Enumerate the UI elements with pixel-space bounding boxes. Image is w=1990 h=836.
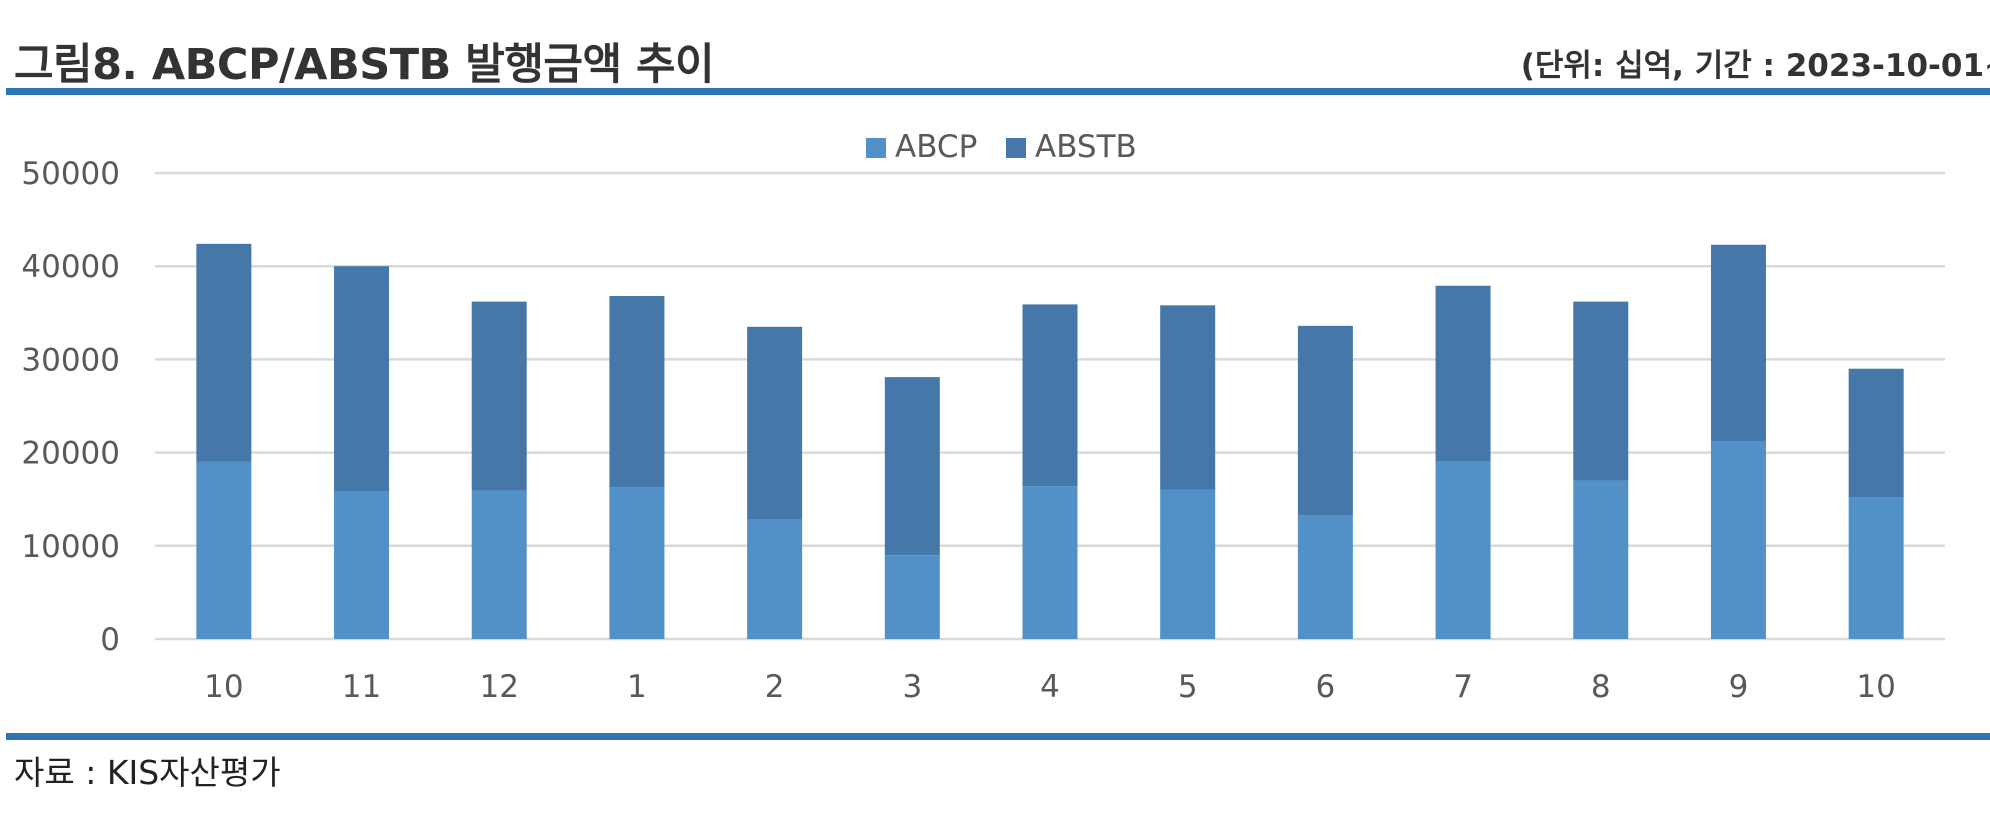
y-tick-label: 10000 bbox=[21, 529, 120, 565]
x-tick-label: 2 bbox=[765, 669, 785, 705]
x-tick-label: 12 bbox=[480, 669, 519, 705]
bar-abcp-0 bbox=[196, 461, 252, 639]
bar-abcp-8 bbox=[1297, 515, 1353, 639]
bar-abcp-12 bbox=[1848, 497, 1904, 639]
x-tick-label: 10 bbox=[1856, 669, 1895, 705]
y-tick-label: 20000 bbox=[21, 436, 120, 472]
legend-swatch-abcp bbox=[866, 138, 886, 158]
x-tick-label: 5 bbox=[1178, 669, 1198, 705]
x-tick-label: 8 bbox=[1591, 669, 1611, 705]
x-tick-label: 1 bbox=[627, 669, 647, 705]
bar-abstb-4 bbox=[747, 326, 803, 520]
bar-abcp-6 bbox=[1022, 486, 1078, 639]
y-axis-ticks: 0 10000 20000 30000 40000 50000 bbox=[21, 156, 120, 658]
x-tick-label: 11 bbox=[342, 669, 381, 705]
bar-abcp-3 bbox=[609, 487, 665, 639]
unit-note: (단위: 십억, 기간 : 2023-10-01~ bbox=[1520, 48, 1990, 84]
source-note: 자료 : KIS자산평가 bbox=[14, 753, 281, 792]
bar-abcp-11 bbox=[1710, 441, 1766, 639]
legend-label-abcp: ABCP bbox=[895, 129, 977, 165]
x-tick-label: 6 bbox=[1316, 669, 1336, 705]
bar-abcp-7 bbox=[1160, 489, 1216, 639]
bar-abstb-0 bbox=[196, 243, 252, 462]
x-tick-label: 10 bbox=[204, 669, 243, 705]
x-tick-label: 3 bbox=[902, 669, 922, 705]
bars bbox=[196, 243, 1904, 639]
legend: ABCP ABSTB bbox=[866, 129, 1137, 165]
x-axis-ticks: 10 11 12 1 2 3 4 5 6 7 8 9 10 bbox=[204, 669, 1896, 705]
x-tick-label: 9 bbox=[1729, 669, 1749, 705]
bar-abcp-10 bbox=[1573, 480, 1629, 639]
bar-abcp-1 bbox=[334, 491, 390, 639]
y-tick-label: 50000 bbox=[21, 156, 120, 192]
bar-abstb-12 bbox=[1848, 368, 1904, 498]
bar-abstb-9 bbox=[1435, 285, 1491, 461]
x-tick-label: 4 bbox=[1040, 669, 1060, 705]
legend-label-abstb: ABSTB bbox=[1035, 129, 1137, 165]
footer-rule bbox=[6, 733, 1990, 740]
bar-abstb-1 bbox=[334, 266, 390, 492]
y-tick-label: 0 bbox=[100, 622, 120, 658]
bar-abcp-2 bbox=[471, 490, 527, 639]
bar-abstb-10 bbox=[1573, 301, 1629, 481]
y-tick-label: 40000 bbox=[21, 249, 120, 285]
legend-swatch-abstb bbox=[1006, 138, 1026, 158]
bar-abstb-2 bbox=[471, 301, 527, 491]
bar-abstb-5 bbox=[884, 377, 940, 556]
bar-abcp-5 bbox=[884, 555, 940, 639]
bar-abstb-6 bbox=[1022, 304, 1078, 487]
y-tick-label: 30000 bbox=[21, 342, 120, 378]
bar-abcp-4 bbox=[747, 519, 803, 639]
bar-abstb-11 bbox=[1710, 244, 1766, 442]
bar-abstb-7 bbox=[1160, 305, 1216, 490]
bar-abstb-8 bbox=[1297, 325, 1353, 516]
chart-title: 그림8. ABCP/ABSTB 발행금액 추이 bbox=[14, 40, 715, 90]
bar-abcp-9 bbox=[1435, 460, 1491, 639]
bar-abstb-3 bbox=[609, 296, 665, 488]
header-rule bbox=[6, 88, 1990, 95]
x-tick-label: 7 bbox=[1453, 669, 1473, 705]
